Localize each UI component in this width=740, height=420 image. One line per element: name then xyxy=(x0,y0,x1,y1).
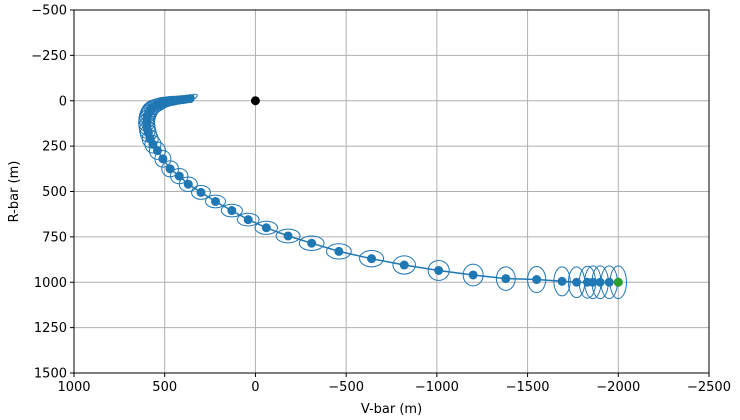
y-tick-label: 1250 xyxy=(34,321,67,336)
trajectory-point xyxy=(604,277,614,287)
x-tick-label: 1000 xyxy=(57,380,90,395)
start-point xyxy=(613,277,623,287)
covariance-ellipse xyxy=(326,243,352,260)
trajectory-point xyxy=(595,277,605,287)
plot-area xyxy=(138,93,627,300)
trajectory-point xyxy=(572,277,582,287)
y-tick-label: 0 xyxy=(59,94,67,109)
y-tick-label: 1000 xyxy=(34,276,67,291)
trajectory-point xyxy=(211,196,221,206)
covariance-ellipse xyxy=(205,194,226,209)
trajectory-point xyxy=(532,275,542,285)
trajectory-point xyxy=(367,254,377,264)
x-tick-label: −1500 xyxy=(506,380,550,395)
x-tick-label: −2000 xyxy=(596,380,640,395)
covariance-ellipse xyxy=(298,235,325,251)
trajectory-point xyxy=(307,238,317,248)
covariance-ellipse xyxy=(392,255,416,275)
covariance-ellipse xyxy=(220,203,243,218)
trajectory-point xyxy=(334,246,344,256)
covariance-ellipse xyxy=(254,220,279,235)
x-tick-label: 0 xyxy=(251,380,259,395)
trajectory-point xyxy=(183,179,193,189)
trajectory-point xyxy=(557,276,567,286)
trajectory-point xyxy=(283,231,293,241)
covariance-ellipse xyxy=(275,228,301,244)
x-tick-label: −500 xyxy=(328,380,364,395)
y-axis-label: R-bar (m) xyxy=(7,161,22,223)
x-tick-label: 500 xyxy=(152,380,177,395)
x-tick-label: −2500 xyxy=(687,380,731,395)
trajectory-point xyxy=(165,164,175,174)
trajectory-point xyxy=(261,223,271,233)
x-tick-label: −1000 xyxy=(415,380,459,395)
y-tick-label: 750 xyxy=(42,230,67,245)
trajectory-point xyxy=(174,171,184,181)
covariance-ellipse xyxy=(359,249,385,268)
trajectory-point xyxy=(152,146,162,156)
covariance-ellipse xyxy=(462,263,484,287)
axis-ticks: 1000 500 0 −500 −1000 −1500 −2000 −2500−500−250… xyxy=(31,4,731,396)
trajectory-point xyxy=(196,187,206,197)
trajectory-point xyxy=(185,94,195,104)
covariance-ellipse xyxy=(191,185,211,200)
trajectory-point xyxy=(582,277,592,287)
covariance-ellipse xyxy=(170,167,189,185)
trajectory-point xyxy=(434,265,444,275)
y-tick-label: 250 xyxy=(42,140,67,155)
y-tick-label: −500 xyxy=(31,4,67,19)
y-tick-label: −250 xyxy=(31,49,67,64)
target-point xyxy=(250,96,260,106)
y-tick-label: 500 xyxy=(42,185,67,200)
trajectory-point xyxy=(399,260,409,270)
trajectory-point xyxy=(227,206,237,216)
trajectory-point xyxy=(243,215,253,225)
covariance-ellipse xyxy=(236,212,260,227)
trajectory-point xyxy=(468,270,478,280)
covariance-ellipse xyxy=(427,259,450,281)
trajectory-point xyxy=(158,154,168,164)
trajectory-point xyxy=(501,274,511,284)
x-axis-label: V-bar (m) xyxy=(361,402,422,417)
y-tick-label: 1500 xyxy=(34,367,67,382)
